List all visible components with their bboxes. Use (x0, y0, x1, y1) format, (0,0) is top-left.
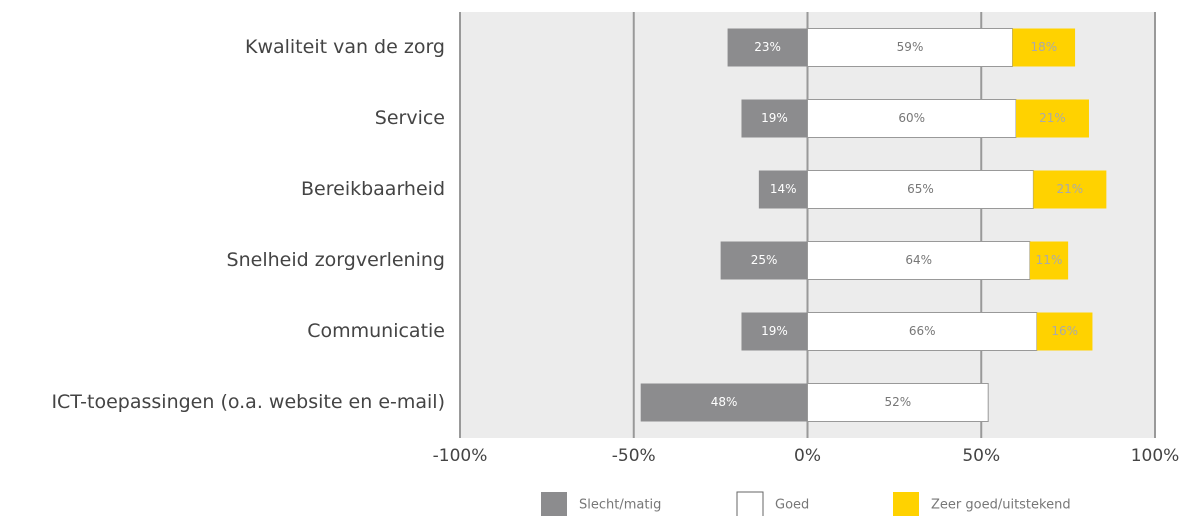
legend-label: Zeer goed/uitstekend (931, 498, 1071, 513)
value-label: 60% (898, 111, 925, 125)
category-label: Bereikbaarheid (301, 178, 445, 200)
bar (1033, 170, 1107, 209)
category-label: Communicatie (307, 320, 445, 342)
value-label: 16% (1051, 324, 1078, 338)
value-label: 23% (754, 40, 781, 54)
category-label: ICT-toepassingen (o.a. website en e-mail… (51, 391, 445, 413)
bar (807, 170, 1034, 209)
x-tick-label: 100% (1131, 446, 1180, 466)
legend-swatch (541, 492, 567, 516)
legend-label: Goed (775, 498, 809, 513)
bar (807, 28, 1014, 67)
value-label: 18% (1030, 40, 1057, 54)
bar (807, 383, 989, 422)
category-label: Kwaliteit van de zorg (245, 36, 445, 58)
value-label: 11% (1036, 253, 1063, 267)
bar (807, 99, 1017, 138)
x-tick-label: 50% (962, 446, 1000, 466)
legend-swatch (893, 492, 919, 516)
category-label: Snelheid zorgverlening (227, 249, 445, 271)
value-label: 21% (1039, 111, 1066, 125)
value-label: 19% (761, 324, 788, 338)
value-label: 65% (907, 182, 934, 196)
value-label: 59% (897, 40, 924, 54)
value-label: 64% (905, 253, 932, 267)
value-label: 19% (761, 111, 788, 125)
bar (640, 383, 808, 422)
bar (1012, 28, 1076, 67)
bar (720, 241, 808, 280)
bar (758, 170, 808, 209)
value-label: 21% (1057, 182, 1084, 196)
bar (741, 312, 808, 351)
x-tick-label: 0% (794, 446, 821, 466)
category-label: Service (375, 107, 445, 129)
bar (741, 99, 808, 138)
legend-swatch (736, 491, 764, 516)
bar (1029, 241, 1069, 280)
bar (807, 241, 1031, 280)
value-label: 52% (885, 395, 912, 409)
bar (1036, 312, 1093, 351)
value-label: 66% (909, 324, 936, 338)
value-label: 48% (711, 395, 738, 409)
bar (1016, 99, 1089, 138)
value-label: 25% (751, 253, 778, 267)
x-tick-label: -100% (433, 446, 488, 466)
bar (727, 28, 808, 67)
x-tick-label: -50% (612, 446, 656, 466)
legend-label: Slecht/matig (579, 498, 661, 513)
value-label: 14% (770, 182, 797, 196)
bar (807, 312, 1038, 351)
